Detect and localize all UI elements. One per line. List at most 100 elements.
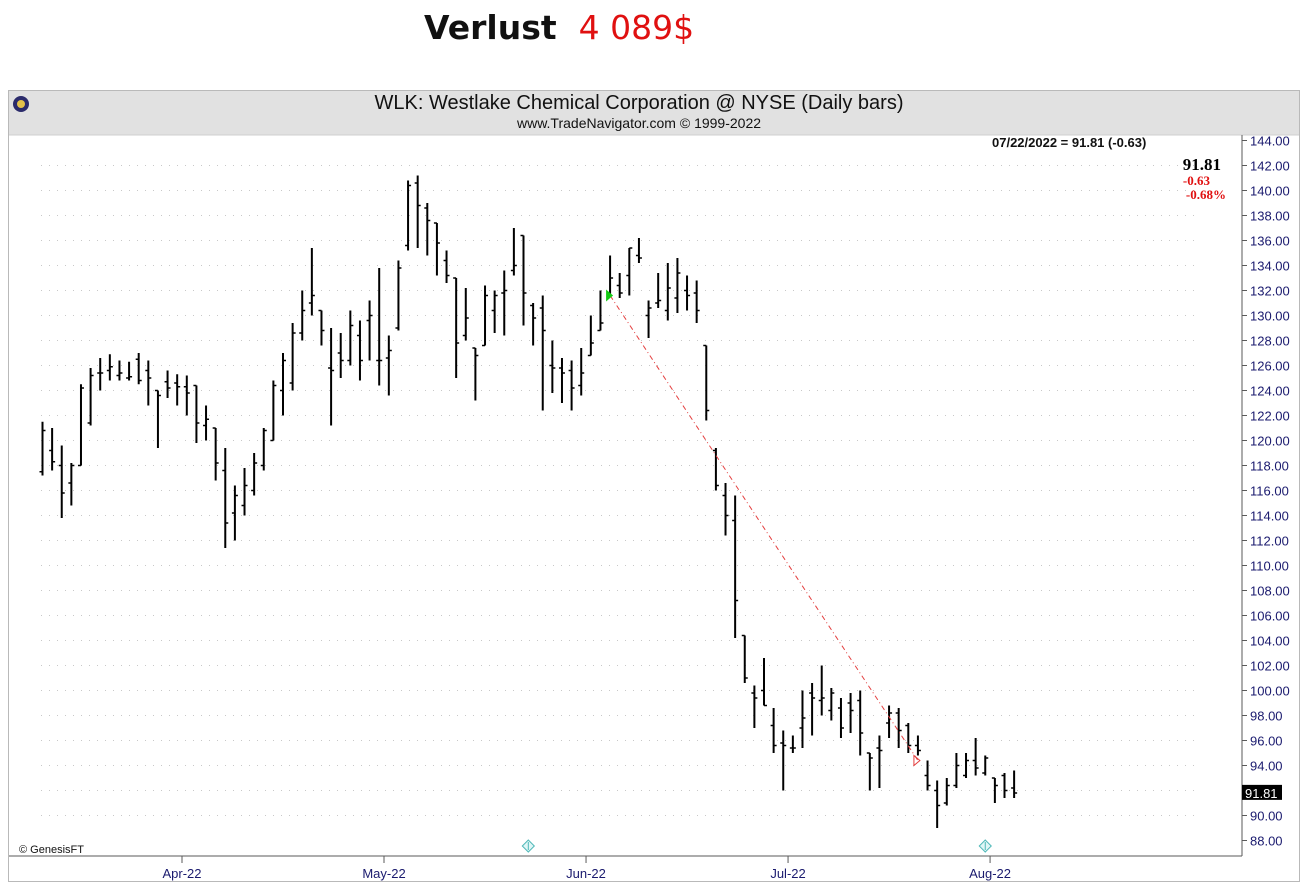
ohlc-bar [991,777,998,803]
y-tick-label: 116.00 [1250,484,1289,499]
ohlc-bar [693,280,700,323]
ohlc-bar [289,323,296,391]
ohlc-bar [732,495,739,638]
y-tick-label: 114.00 [1250,509,1289,524]
ohlc-bar [1011,770,1018,798]
ohlc-bar [934,780,941,828]
price-change: -0.63 [1183,173,1211,188]
ohlc-bar [482,285,489,347]
ohlc-bar [203,405,210,441]
ohlc-bar [751,685,758,728]
ohlc-bar [97,358,104,391]
ohlc-bar [395,260,402,331]
ohlc-bar [77,384,84,467]
ohlc-bar [453,277,460,378]
ohlc-bar [905,723,912,753]
chart-info-line: 07/22/2022 = 91.81 (-0.63) [992,135,1146,150]
ohlc-bar [270,380,277,442]
ohlc-bar [712,448,719,491]
ohlc-bar [799,690,806,748]
ohlc-bar [626,247,633,296]
ohlc-bar [722,483,729,536]
event-marker-icon [978,839,992,853]
ohlc-bar [510,228,517,276]
ohlc-bar [193,384,200,443]
ohlc-bar [433,222,440,276]
y-tick-label: 132.00 [1250,284,1290,299]
ohlc-bar [558,358,565,403]
y-tick-label: 96.00 [1250,734,1283,749]
ohlc-bar [943,778,950,806]
y-tick-label: 134.00 [1250,259,1290,274]
ohlc-bar [549,340,556,393]
ohlc-bar [405,180,412,251]
ohlc-bar [414,175,421,248]
ohlc-bar [366,300,373,361]
last-price-marker: 91.81 [1242,784,1282,801]
trade-annotation [606,289,921,767]
ohlc-bar [587,315,594,357]
ohlc-bar [299,290,306,341]
y-tick-label: 128.00 [1250,334,1290,349]
ohlc-bar [376,268,383,386]
ohlc-bar [837,698,844,738]
ohlc-bar [337,333,344,378]
y-tick-label: 144.00 [1250,134,1290,149]
ohlc-bar [241,468,248,516]
loss-value: 4 089$ [578,8,695,47]
ohlc-bar [866,752,873,791]
loss-label: Verlust [424,8,557,47]
ohlc-bar [183,375,190,416]
ohlc-bar [164,370,171,398]
ohlc-bar [520,234,527,326]
ohlc-bar [347,310,354,366]
ohlc-bar [491,290,498,333]
ohlc-bar [1001,773,1008,798]
ohlc-bar [857,690,864,756]
ohlc-bar [655,273,662,308]
ohlc-bar [231,485,238,541]
ohlc-bar [847,693,854,733]
time-axis: Apr-22 May-22 Jun-22 Jul-22 Aug-22 [162,856,1011,881]
y-tick-label: 94.00 [1250,759,1283,774]
y-tick-label: 142.00 [1250,159,1290,174]
ohlc-bar [607,255,614,297]
last-price-marker-text: 91.81 [1245,786,1278,801]
ohlc-bar [568,360,575,411]
ohlc-bar [39,421,46,476]
ohlc-bar [828,688,835,721]
ohlc-bar [703,344,710,421]
price-change-percent: -0.68% [1186,187,1226,202]
y-tick-label: 120.00 [1250,434,1290,449]
trade-line [609,295,919,761]
ohlc-bar [597,290,604,332]
ohlc-bar [443,250,450,283]
last-price-marker-bg [1242,784,1282,800]
y-tick-label: 124.00 [1250,384,1290,399]
y-tick-label: 136.00 [1250,234,1290,249]
ohlc-bar [895,708,902,748]
ohlc-bar [308,248,315,316]
ohlc-chart: 88.0090.0092.0094.0096.0098.00100.00102.… [9,134,1299,881]
y-tick-label: 104.00 [1250,634,1290,649]
x-tick-label: Apr-22 [162,866,201,881]
y-tick-label: 126.00 [1250,359,1290,374]
y-tick-label: 106.00 [1250,609,1290,624]
ohlc-bar [539,295,546,411]
ohlc-bar [924,760,931,791]
y-tick-label: 130.00 [1250,309,1290,324]
trade-exit-arrow [913,754,921,767]
last-price: 91.81 [1183,155,1221,174]
y-tick-label: 98.00 [1250,709,1283,724]
ohlc-bar [174,374,181,406]
y-tick-label: 102.00 [1250,659,1290,674]
ohlc-bar [635,238,642,263]
ohlc-bar [87,368,94,426]
chart-titlebar: WLK: Westlake Chemical Corporation @ NYS… [9,91,1299,135]
ohlc-bar [385,335,392,396]
ohlc-bar [789,735,796,753]
chart-window: WLK: Westlake Chemical Corporation @ NYS… [8,90,1300,882]
ohlc-bar [770,708,777,753]
ohlc-bar [68,463,75,506]
ohlc-bar [578,348,585,396]
